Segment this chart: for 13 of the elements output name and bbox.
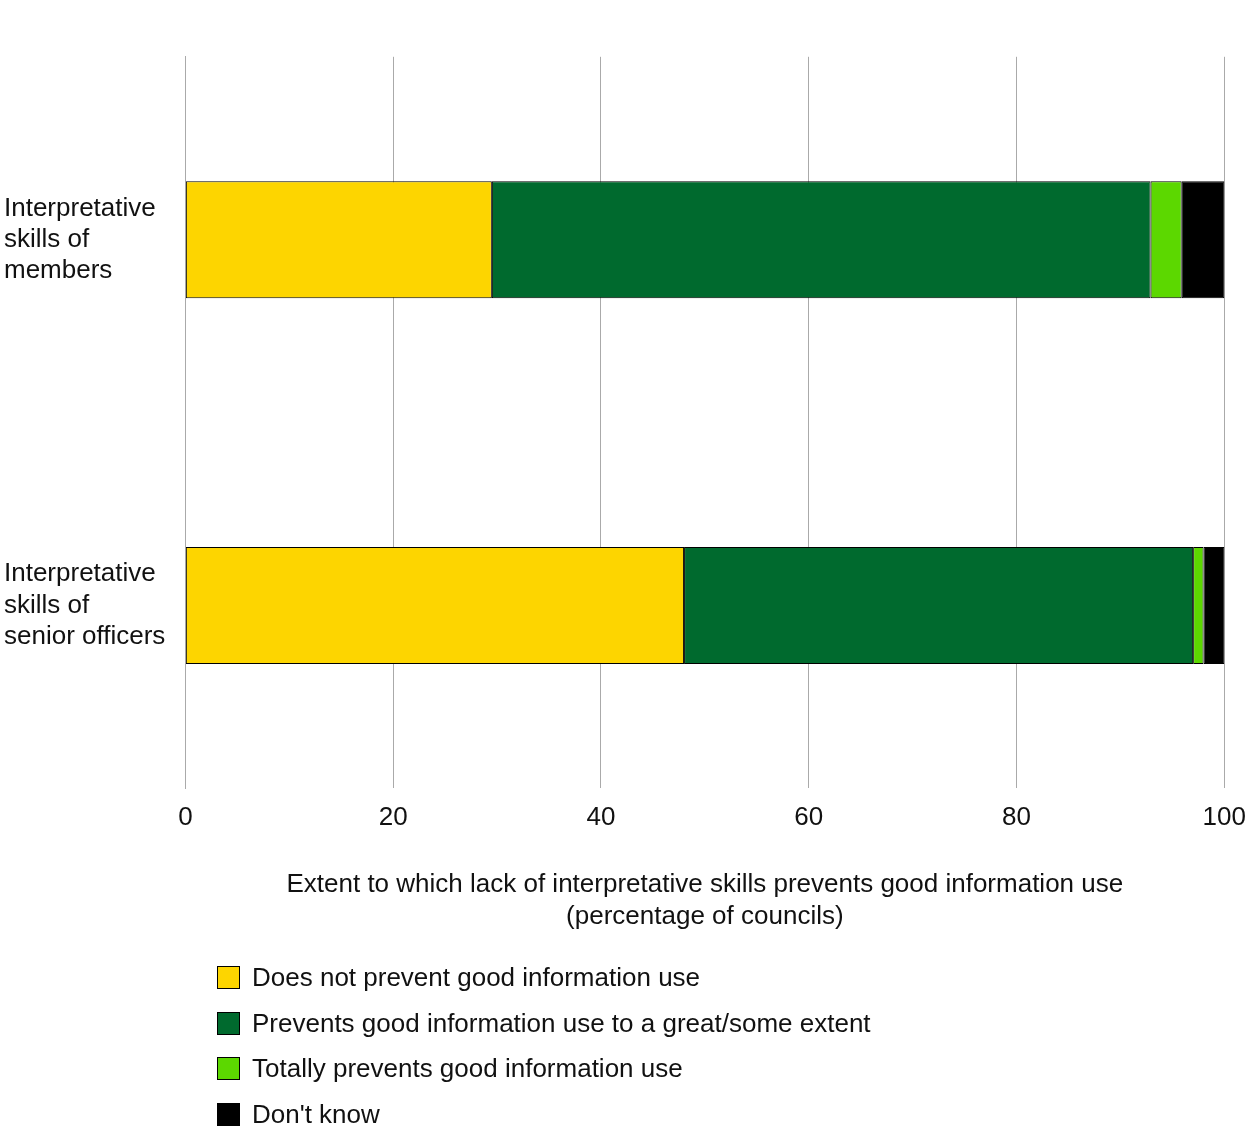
x-tick-label: 20 xyxy=(378,801,408,832)
x-tick-label: 0 xyxy=(178,801,193,832)
x-tick-label: 60 xyxy=(794,801,824,832)
x-tick-label: 40 xyxy=(586,801,616,832)
legend-label: Don't know xyxy=(252,1098,380,1126)
legend-label: Does not prevent good information use xyxy=(252,962,701,994)
x-tick-label: 80 xyxy=(1002,801,1031,832)
x-tick-label: 100 xyxy=(1202,801,1247,832)
legend-label: Prevents good information use to a great/some extent xyxy=(252,1007,871,1039)
y-tick-label: Interpretative skills of senior officers xyxy=(4,557,166,650)
legend-label: Totally prevents good information use xyxy=(252,1053,683,1085)
y-tick-label: Interpretative skills of members xyxy=(4,191,156,285)
x-axis-title: Extent to which lack of interpretative skills prevents good information use (percentage of councils) xyxy=(286,868,1124,930)
